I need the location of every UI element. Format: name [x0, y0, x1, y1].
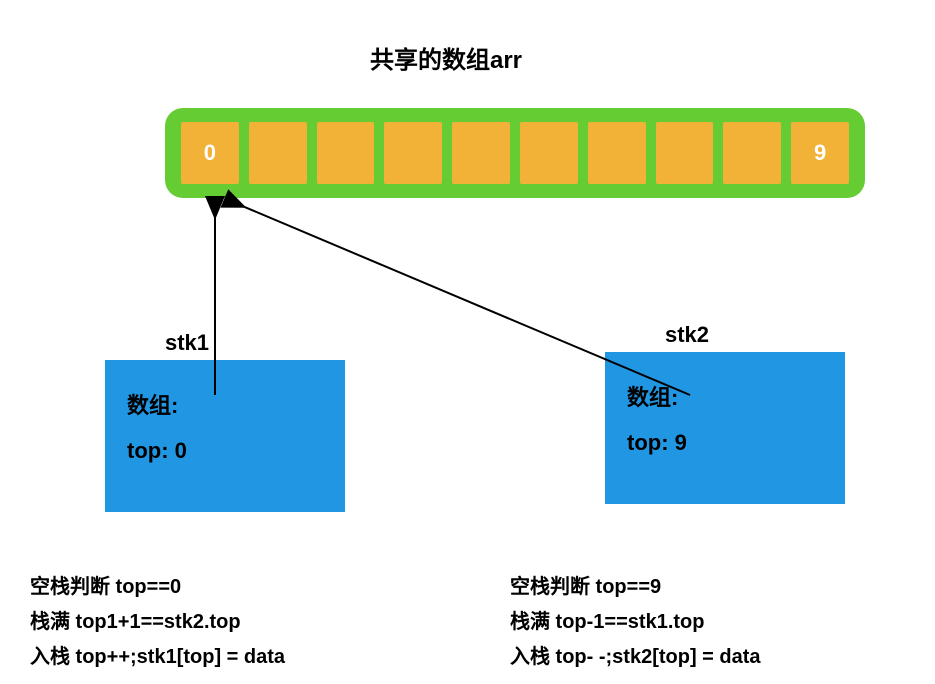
array-cell-5 [520, 122, 578, 184]
array-cell-9: 9 [791, 122, 849, 184]
array-cell-3 [384, 122, 442, 184]
notes-left-line-1: 栈满 top1+1==stk2.top [30, 605, 285, 634]
array-cell-8 [723, 122, 781, 184]
array-cell-4 [452, 122, 510, 184]
stk1-box: 数组: top: 0 [105, 360, 345, 512]
array-cell-2 [317, 122, 375, 184]
stk2-line-0: 数组: [627, 380, 823, 412]
notes-left-line-2: 入栈 top++;stk1[top] = data [30, 640, 285, 669]
stk2-box: 数组: top: 9 [605, 352, 845, 504]
notes-right-line-1: 栈满 top-1==stk1.top [510, 605, 761, 634]
notes-right-line-0: 空栈判断 top==9 [510, 570, 761, 599]
array-cell-7 [656, 122, 714, 184]
stk2-line-1: top: 9 [627, 430, 823, 456]
array-cell-6 [588, 122, 646, 184]
shared-array: 09 [165, 108, 865, 198]
notes-right: 空栈判断 top==9 栈满 top-1==stk1.top 入栈 top- -;s… [510, 564, 761, 675]
notes-left-line-0: 空栈判断 top==0 [30, 570, 285, 599]
array-cell-1 [249, 122, 307, 184]
stk1-line-1: top: 0 [127, 438, 323, 464]
notes-right-line-2: 入栈 top- -;stk2[top] = data [510, 640, 761, 669]
array-cell-0: 0 [181, 122, 239, 184]
diagram-title: 共享的数组arr [370, 40, 522, 75]
notes-left: 空栈判断 top==0 栈满 top1+1==stk2.top 入栈 top++;s… [30, 564, 285, 675]
stk1-line-0: 数组: [127, 388, 323, 420]
stk2-label: stk2 [665, 322, 709, 348]
stk1-label: stk1 [165, 330, 209, 356]
